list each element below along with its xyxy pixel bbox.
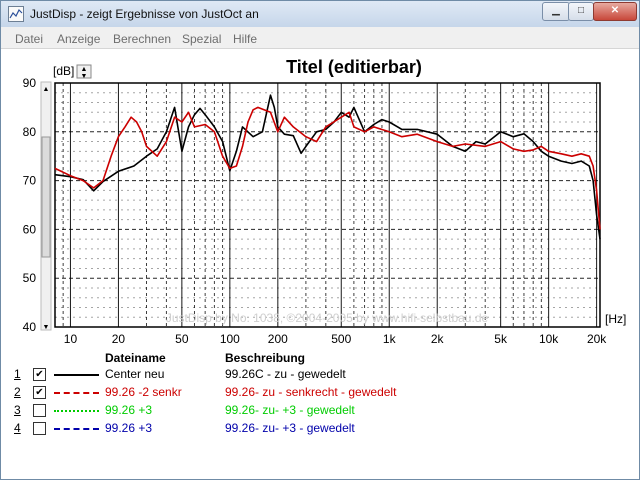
legend-line-sample <box>54 410 99 412</box>
x-tick-labels: 10 20 50 100 200 500 1k 2k 5k 10k 20k <box>64 332 608 346</box>
y-tick-labels: 40 50 60 70 80 90 <box>23 76 37 334</box>
window-title: JustDisp - zeigt Ergebnisse von JustOct … <box>30 7 259 21</box>
legend-file-name: 99.26 -2 senkr <box>105 385 182 399</box>
legend-description: 99.26- zu - senkrecht - gewedelt <box>225 385 397 399</box>
x-tick-label: 10k <box>539 332 559 346</box>
series-line-2 <box>54 106 601 230</box>
minimize-button[interactable]: ▁ <box>542 2 570 21</box>
legend-row-number[interactable]: 2 <box>14 385 21 399</box>
y-tick-label: 40 <box>23 320 37 334</box>
menu-hilfe[interactable]: Hilfe <box>233 32 258 46</box>
legend-header-name: Dateiname <box>105 351 166 365</box>
x-tick-label: 500 <box>331 332 351 346</box>
legend-line-sample <box>54 374 99 376</box>
x-tick-label: 1k <box>383 332 397 346</box>
plot-area[interactable] <box>54 82 601 328</box>
x-tick-label: 200 <box>268 332 288 346</box>
chart-panel: Titel (editierbar) [dB] ▲ ▼ ▲ ▼ 40 50 60 70… <box>1 49 639 479</box>
x-tick-label: 100 <box>220 332 240 346</box>
scroll-down-arrow-icon[interactable]: ▼ <box>43 324 50 331</box>
legend-file-name: 99.26 +3 <box>105 421 153 435</box>
legend-visibility-checkbox[interactable]: ✔ <box>33 386 46 399</box>
x-unit-label: [Hz] <box>605 312 626 326</box>
menu-datei[interactable]: Datei <box>15 32 44 46</box>
legend-description: 99.26- zu- +3 - gewedelt <box>225 403 355 417</box>
scroll-up-arrow-icon[interactable]: ▲ <box>43 86 50 93</box>
menu-berechnen[interactable]: Berechnen <box>113 32 172 46</box>
x-tick-label: 5k <box>494 332 508 346</box>
legend-description: 99.26C - zu - gewedelt <box>225 367 346 381</box>
menu-spezial[interactable]: Spezial <box>182 32 222 46</box>
legend-visibility-checkbox[interactable]: ✔ <box>33 368 46 381</box>
y-tick-label: 80 <box>23 125 37 139</box>
legend-description: 99.26- zu- +3 - gewedelt <box>225 421 355 435</box>
db-spin-button[interactable]: ▲ ▼ <box>76 64 92 80</box>
legend-line-sample <box>54 392 99 394</box>
legend-visibility-checkbox[interactable] <box>33 422 46 435</box>
legend-row: 4 99.26 +3 99.26- zu- +3 - gewedelt <box>1 421 639 437</box>
svg-text:▼: ▼ <box>81 73 88 80</box>
x-tick-label: 2k <box>431 332 445 346</box>
y-tick-label: 60 <box>23 222 37 236</box>
y-tick-label: 50 <box>23 271 37 285</box>
chart-watermark: JustDisp by No. 1038, ©2004-2005 by www.… <box>166 311 489 325</box>
maximize-button[interactable]: □ <box>568 2 594 21</box>
legend-visibility-checkbox[interactable] <box>33 404 46 417</box>
y-tick-label: 70 <box>23 174 37 188</box>
legend-row-number[interactable]: 3 <box>14 403 21 417</box>
x-tick-label: 50 <box>175 332 189 346</box>
legend-row-number[interactable]: 1 <box>14 367 21 381</box>
title-bar[interactable]: JustDisp - zeigt Ergebnisse von JustOct … <box>1 1 639 27</box>
legend-row: 3 99.26 +3 99.26- zu- +3 - gewedelt <box>1 403 639 419</box>
legend-row: 2 ✔ 99.26 -2 senkr 99.26- zu - senkrecht - … <box>1 385 639 401</box>
menu-bar: Datei Anzeige Berechnen Spezial Hilfe <box>1 29 639 49</box>
legend-row: 1 ✔ Center neu 99.26C - zu - gewedelt <box>1 367 639 383</box>
x-tick-label: 20k <box>587 332 607 346</box>
legend-file-name: 99.26 +3 <box>105 403 153 417</box>
y-tick-label: 90 <box>23 76 37 90</box>
legend-line-sample <box>54 428 99 430</box>
app-chart-icon[interactable] <box>8 6 24 22</box>
x-tick-label: 20 <box>112 332 126 346</box>
legend-header-desc: Beschreibung <box>225 351 306 365</box>
y-scroll-thumb[interactable] <box>41 136 51 258</box>
frequency-response-chart: Titel (editierbar) [dB] ▲ ▼ ▲ ▼ 40 50 60 70… <box>23 57 627 346</box>
menu-anzeige[interactable]: Anzeige <box>57 32 101 46</box>
y-unit-label: [dB] <box>53 64 74 78</box>
chart-series <box>54 94 601 240</box>
close-button[interactable]: ✕ <box>593 2 637 21</box>
svg-text:▲: ▲ <box>81 66 88 73</box>
x-tick-label: 10 <box>64 332 78 346</box>
y-scrollbar[interactable]: ▲ ▼ <box>40 81 52 331</box>
chart-title[interactable]: Titel (editierbar) <box>286 57 422 77</box>
legend-file-name: Center neu <box>105 367 165 381</box>
legend-row-number[interactable]: 4 <box>14 421 21 435</box>
